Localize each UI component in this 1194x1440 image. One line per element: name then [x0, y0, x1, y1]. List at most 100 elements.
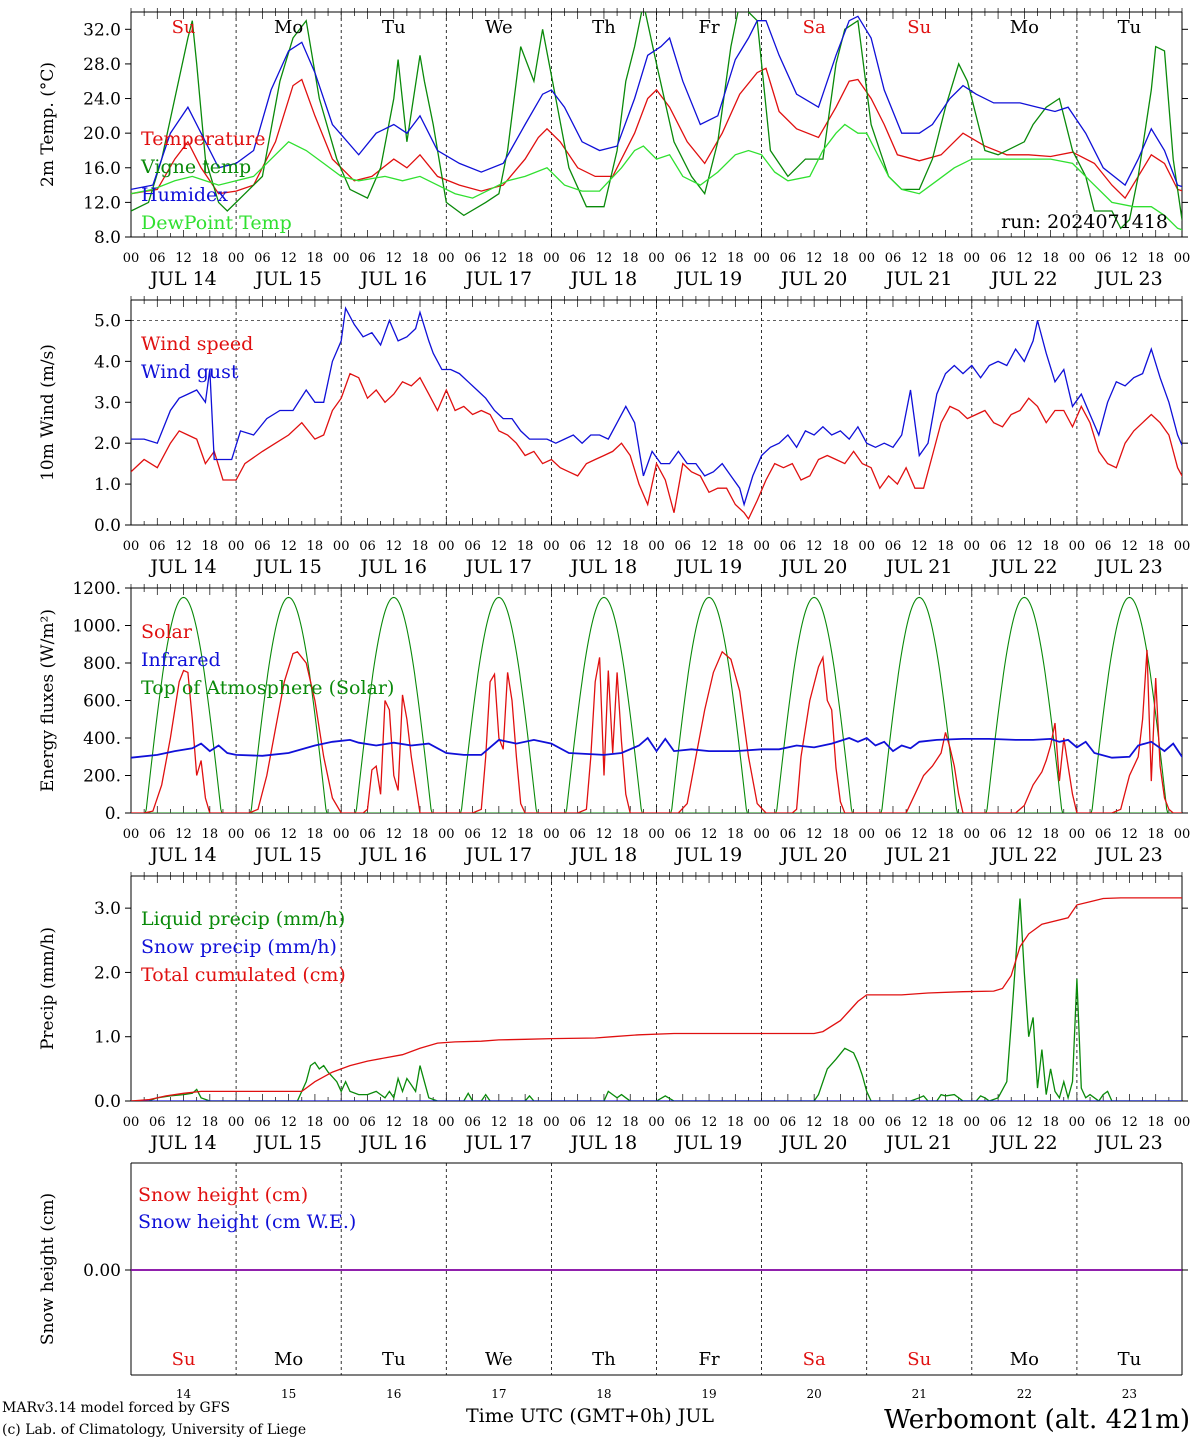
hour-tick-label: 12 [596, 539, 613, 554]
hour-tick-label: 18 [727, 1115, 744, 1130]
hour-tick-label: 18 [517, 1115, 534, 1130]
date-label: JUL 15 [253, 268, 321, 290]
day-of-week-label: Tu [382, 1349, 406, 1370]
hour-tick-label: 18 [832, 1115, 849, 1130]
hour-tick-label: 12 [175, 539, 192, 554]
date-label: JUL 14 [148, 556, 216, 578]
hour-tick-label: 12 [1016, 539, 1033, 554]
panel-5: 0.00 Snow height (cm) Snow height (cm) Snow… [38, 1162, 1188, 1376]
hour-tick-label: 18 [1042, 251, 1059, 266]
hour-tick-label: 00 [228, 251, 245, 266]
hour-tick-label: 06 [885, 1115, 902, 1130]
y-tick-label: 32.0 [83, 20, 121, 40]
hour-tick-label: 00 [543, 251, 560, 266]
plot-area [131, 12, 1182, 231]
hour-tick-label: 18 [832, 251, 849, 266]
panels: 8.0 12.0 16.0 20.0 24.0 28.0 32.0 2m Temp. (°C)… [38, 8, 1191, 1401]
hour-tick-label: 00 [438, 539, 455, 554]
hour-tick-label: 00 [543, 1115, 560, 1130]
legend-entry: Total cumulated (cm) [141, 964, 346, 986]
hour-tick-label: 18 [1147, 251, 1164, 266]
hour-tick-label: 18 [1042, 827, 1059, 842]
hour-tick-label: 06 [1095, 1115, 1112, 1130]
hour-tick-label: 00 [123, 539, 140, 554]
hour-tick-label: 06 [464, 251, 481, 266]
hour-tick-label: 12 [911, 827, 928, 842]
hour-tick-label: 00 [438, 827, 455, 842]
x-axis-label: Time UTC (GMT+0h) JUL [466, 1405, 714, 1427]
date-label: JUL 19 [674, 1132, 742, 1154]
hour-tick-label: 00 [1069, 1115, 1086, 1130]
day-of-week-label: Tu [382, 17, 406, 38]
y-tick-label: 16.0 [83, 159, 121, 179]
date-number-label: 17 [491, 1387, 506, 1401]
hour-tick-label: 06 [780, 1115, 797, 1130]
hour-tick-label: 12 [1121, 1115, 1138, 1130]
hour-tick-label: 00 [438, 1115, 455, 1130]
date-label: JUL 14 [148, 268, 216, 290]
hour-tick-label: 18 [832, 539, 849, 554]
hour-tick-label: 18 [622, 251, 639, 266]
hour-tick-label: 06 [359, 827, 376, 842]
hour-tick-label: 06 [990, 539, 1007, 554]
date-label: JUL 23 [1094, 1132, 1162, 1154]
hour-tick-label: 12 [806, 827, 823, 842]
hour-tick-label: 00 [543, 539, 560, 554]
series-line-1 [131, 736, 1182, 759]
hour-tick-label: 00 [123, 251, 140, 266]
hour-tick-label: 06 [359, 1115, 376, 1130]
hour-tick-label: 06 [569, 1115, 586, 1130]
hour-tick-label: 06 [1095, 251, 1112, 266]
panel-2: 0.0 1.0 2.0 3.0 4.0 5.0 10m Wind (m/s) Wind spe… [38, 296, 1190, 578]
hour-tick-label: 00 [1069, 539, 1086, 554]
y-tick-label: 12.0 [83, 193, 121, 213]
date-label: JUL 21 [884, 1132, 952, 1154]
hour-tick-label: 12 [806, 1115, 823, 1130]
date-label: JUL 18 [569, 556, 637, 578]
date-label: JUL 19 [674, 844, 742, 866]
hour-tick-label: 18 [1042, 539, 1059, 554]
hour-tick-label: 18 [517, 539, 534, 554]
hour-tick-label: 12 [280, 1115, 297, 1130]
hour-tick-label: 06 [990, 1115, 1007, 1130]
day-of-week-label: Su [907, 17, 931, 38]
y-tick-label: 28.0 [83, 55, 121, 75]
legend-entry: Snow height (cm W.E.) [138, 1211, 356, 1233]
hour-tick-label: 00 [438, 251, 455, 266]
day-of-week-label: Su [172, 1349, 196, 1370]
series-line-0 [131, 898, 1182, 1101]
hour-tick-label: 06 [675, 539, 692, 554]
day-of-week-row-top: Su Mo Tu We Th Fr Sa Su Mo Tu [172, 17, 1142, 38]
hour-tick-label: 00 [858, 539, 875, 554]
y-tick-label: 1200. [72, 579, 121, 599]
hour-tick-label: 00 [753, 827, 770, 842]
day-of-week-label: Th [592, 1349, 616, 1370]
date-label: JUL 22 [989, 556, 1057, 578]
hour-tick-label: 00 [964, 251, 981, 266]
date-label: JUL 22 [989, 1132, 1057, 1154]
hour-tick-label: 12 [701, 1115, 718, 1130]
hour-tick-label: 18 [622, 1115, 639, 1130]
y-axis-title: 10m Wind (m/s) [38, 344, 58, 481]
time-axis: 00 06 12 18 JUL 14 00 06 12 18 JUL 15 00 06 12 18 JUL … [123, 827, 1191, 866]
hour-tick-label: 12 [385, 827, 402, 842]
y-tick-label: 8.0 [94, 228, 121, 248]
hour-tick-label: 18 [1147, 539, 1164, 554]
plot-area [131, 897, 1182, 1101]
date-label: JUL 17 [464, 268, 532, 290]
hour-tick-label: 00 [858, 251, 875, 266]
hour-tick-label: 00 [1069, 251, 1086, 266]
hour-tick-label: 06 [780, 827, 797, 842]
hour-tick-label: 00 [228, 1115, 245, 1130]
date-label: JUL 22 [989, 844, 1057, 866]
hour-tick-label: 06 [885, 251, 902, 266]
hour-tick-label: 12 [701, 251, 718, 266]
y-axis-title: Energy fluxes (W/m²) [38, 609, 58, 792]
day-of-week-label: Fr [699, 17, 720, 38]
hour-tick-label: 12 [1016, 1115, 1033, 1130]
hour-tick-label: 18 [622, 827, 639, 842]
hour-tick-label: 00 [964, 1115, 981, 1130]
legend-entry: Temperature [141, 128, 265, 150]
hour-tick-label: 06 [675, 827, 692, 842]
